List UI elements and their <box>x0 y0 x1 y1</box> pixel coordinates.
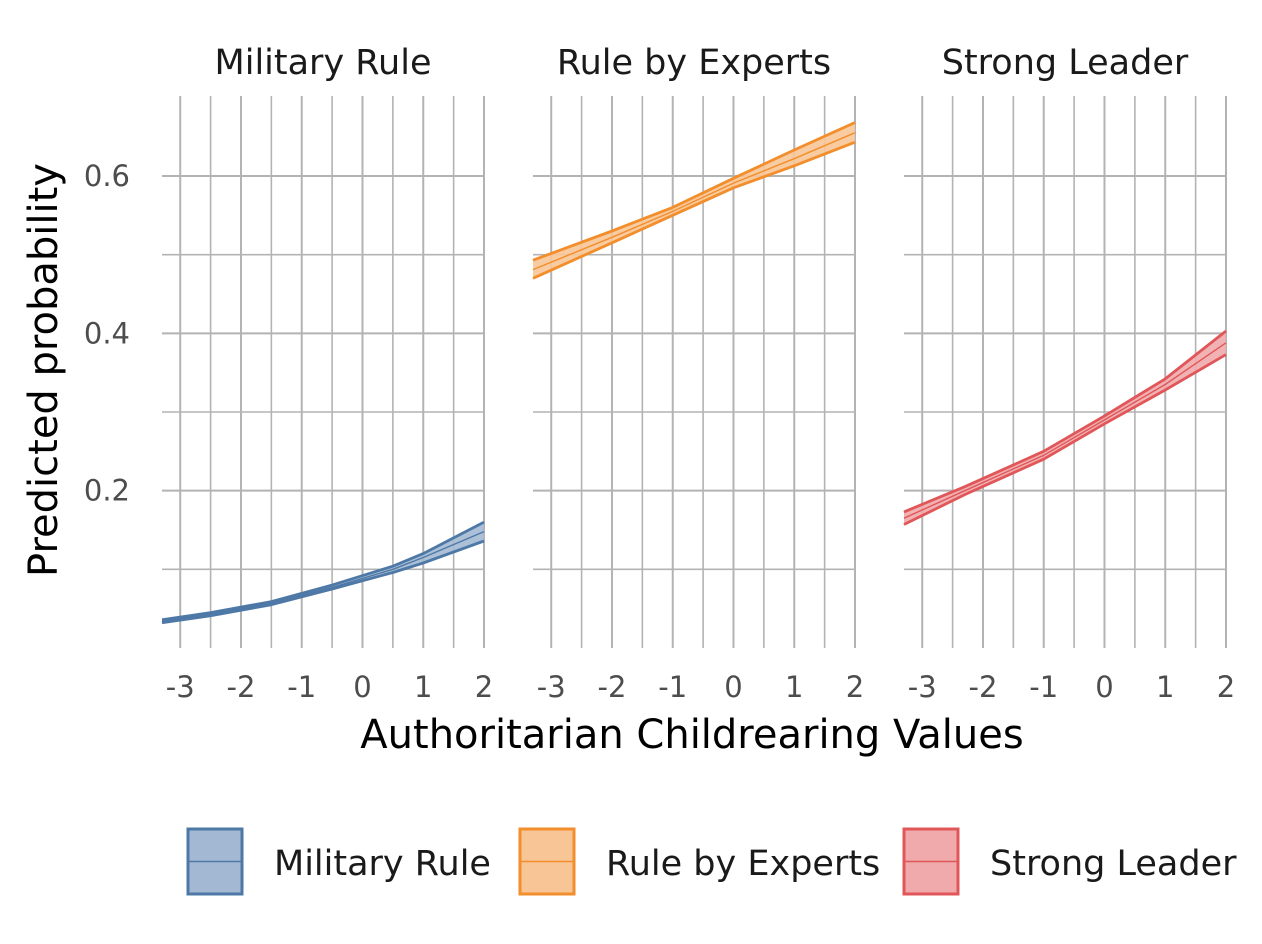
legend-item-military-rule: Military Rule <box>186 827 491 896</box>
estimate-line <box>532 132 856 271</box>
x-tick-label: 0 <box>724 670 742 704</box>
x-tick-label: 2 <box>475 670 493 704</box>
panel-rule-by-experts: Rule by Experts -3 -2 -1 0 1 2 <box>532 43 864 704</box>
x-tick-label: -3 <box>537 670 566 704</box>
y-axis-ticks: 0.2 0.4 0.6 <box>84 159 130 508</box>
x-tick-label: -2 <box>969 670 998 704</box>
upper-bound-line <box>532 121 856 262</box>
panel-military-rule: Military Rule -3 -2 -1 0 1 2 <box>161 43 493 704</box>
x-tick-label: -2 <box>227 670 256 704</box>
x-tick-label: -2 <box>598 670 627 704</box>
x-tick-label: 0 <box>1095 670 1113 704</box>
estimate-line <box>161 530 485 622</box>
lower-bound-line <box>161 539 485 625</box>
confidence-ribbon <box>904 331 1226 525</box>
upper-bound-line <box>161 520 485 622</box>
y-tick-label: 0.6 <box>84 159 130 193</box>
x-tick-label: -1 <box>1029 670 1058 704</box>
panel-strong-leader: Strong Leader -3 -2 -1 0 1 2 <box>903 43 1235 704</box>
legend-item-strong-leader: Strong Leader <box>902 827 1237 896</box>
y-tick-label: 0.2 <box>84 474 130 508</box>
lower-bound-line <box>903 353 1227 526</box>
legend-label: Strong Leader <box>990 844 1237 884</box>
x-tick-label: 0 <box>353 670 371 704</box>
legend-label: Rule by Experts <box>606 844 880 884</box>
y-tick-label: 0.4 <box>84 316 130 350</box>
x-tick-label: -3 <box>166 670 195 704</box>
estimate-line <box>903 342 1227 519</box>
x-tick-label: 1 <box>414 670 432 704</box>
legend-item-rule-by-experts: Rule by Experts <box>518 827 880 896</box>
panel-title: Military Rule <box>215 43 432 83</box>
y-axis-title: Predicted probability <box>21 163 67 577</box>
panel-title: Rule by Experts <box>557 43 831 83</box>
x-tick-label: -1 <box>658 670 687 704</box>
x-tick-label: 2 <box>846 670 864 704</box>
confidence-ribbon <box>533 122 855 279</box>
upper-bound-line <box>903 329 1227 514</box>
x-tick-label: 1 <box>785 670 803 704</box>
x-tick-label: -3 <box>908 670 937 704</box>
x-tick-label: 2 <box>1217 670 1235 704</box>
legend: Military Rule Rule by Experts Strong Leade… <box>186 827 1237 896</box>
lower-bound-line <box>532 140 856 280</box>
x-tick-label: -1 <box>287 670 316 704</box>
legend-label: Military Rule <box>274 844 491 884</box>
x-tick-label: 1 <box>1156 670 1174 704</box>
x-axis-title: Authoritarian Childrearing Values <box>360 712 1023 758</box>
panel-title: Strong Leader <box>942 43 1189 83</box>
